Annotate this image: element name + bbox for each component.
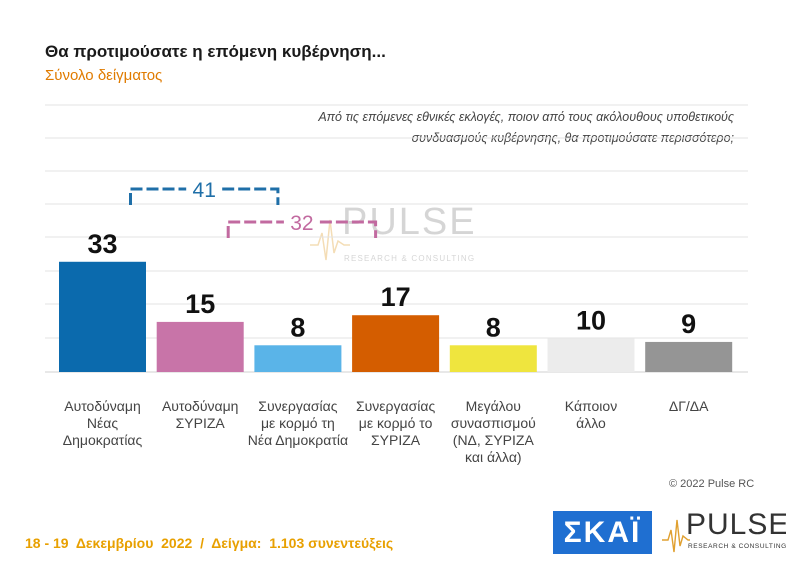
category-label-5: Μεγάλου <box>466 398 521 414</box>
category-label-4: Συνεργασίας <box>356 398 435 414</box>
category-label-3: Νέα Δημοκρατία <box>248 432 348 448</box>
pulse-watermark-wave-icon <box>310 219 350 261</box>
bracket-label-1: 41 <box>193 179 216 202</box>
bar-3 <box>254 345 342 372</box>
category-label-5: (ΝΔ, ΣΥΡΙΖΑ <box>453 432 535 448</box>
category-label-4: ΣΥΡΙΖΑ <box>371 432 421 448</box>
bracket-line-2 <box>226 220 378 238</box>
pulse-logo-word: PULSE <box>686 508 786 541</box>
bar-value-label-4: 17 <box>381 282 411 312</box>
bar-2 <box>156 321 244 372</box>
copyright-text: © 2022 Pulse RC <box>669 478 755 490</box>
category-label-1: Νέας <box>87 415 118 431</box>
pulse-wave-icon <box>662 519 690 553</box>
skai-logo: ΣΚΑΪ <box>553 511 652 554</box>
category-label-2: ΣΥΡΙΖΑ <box>176 415 226 431</box>
survey-question-line-1: Από τις επόμενες εθνικές εκλογές, ποιον … <box>318 110 734 124</box>
pulse-watermark-tagline: RESEARCH & CONSULTING <box>344 254 476 263</box>
fieldwork-info: 18 - 19 Δεκεμβρίου 2022 / Δείγμα: 1.103 … <box>25 535 394 551</box>
chart-subtitle: Σύνολο δείγματος <box>45 67 163 84</box>
bar-value-label-7: 9 <box>681 309 696 339</box>
category-label-2: Αυτοδύναμη <box>162 398 239 414</box>
pulse-watermark: PULSE RESEARCH & CONSULTING <box>310 201 495 267</box>
category-label-7: ΔΓ/ΔΑ <box>669 398 709 414</box>
bar-5 <box>449 345 537 372</box>
bar-value-label-5: 8 <box>486 312 501 342</box>
bar-value-label-3: 8 <box>290 312 305 342</box>
category-label-5: συνασπισμού <box>451 415 536 431</box>
category-label-3: Συνεργασίας <box>258 398 337 414</box>
category-label-4: με κορμό το <box>359 415 433 431</box>
pulse-logo-tagline: RESEARCH & CONSULTING <box>688 543 786 550</box>
bar-value-label-6: 10 <box>576 306 606 336</box>
pulse-watermark-word: PULSE <box>342 201 477 243</box>
bar-6 <box>547 338 635 372</box>
category-label-6: άλλο <box>576 415 606 431</box>
bar-7 <box>645 341 733 372</box>
category-label-1: Αυτοδύναμη <box>64 398 141 414</box>
bar-1 <box>59 261 146 372</box>
bar-4 <box>352 315 440 372</box>
bar-value-label-2: 15 <box>185 289 215 319</box>
bracket-line-1 <box>129 187 280 205</box>
category-label-5: και άλλα) <box>465 449 522 465</box>
category-label-6: Κάποιον <box>565 398 617 414</box>
bracket-label-2: 32 <box>290 212 313 235</box>
bar-value-label-1: 33 <box>87 229 117 259</box>
category-label-3: με κορμό τη <box>261 415 335 431</box>
pulse-logo: PULSE RESEARCH & CONSULTING <box>662 508 786 556</box>
category-label-1: Δημοκρατίας <box>63 432 143 448</box>
chart-title: Θα προτιμούσατε η επόμενη κυβέρνηση... <box>45 42 386 61</box>
